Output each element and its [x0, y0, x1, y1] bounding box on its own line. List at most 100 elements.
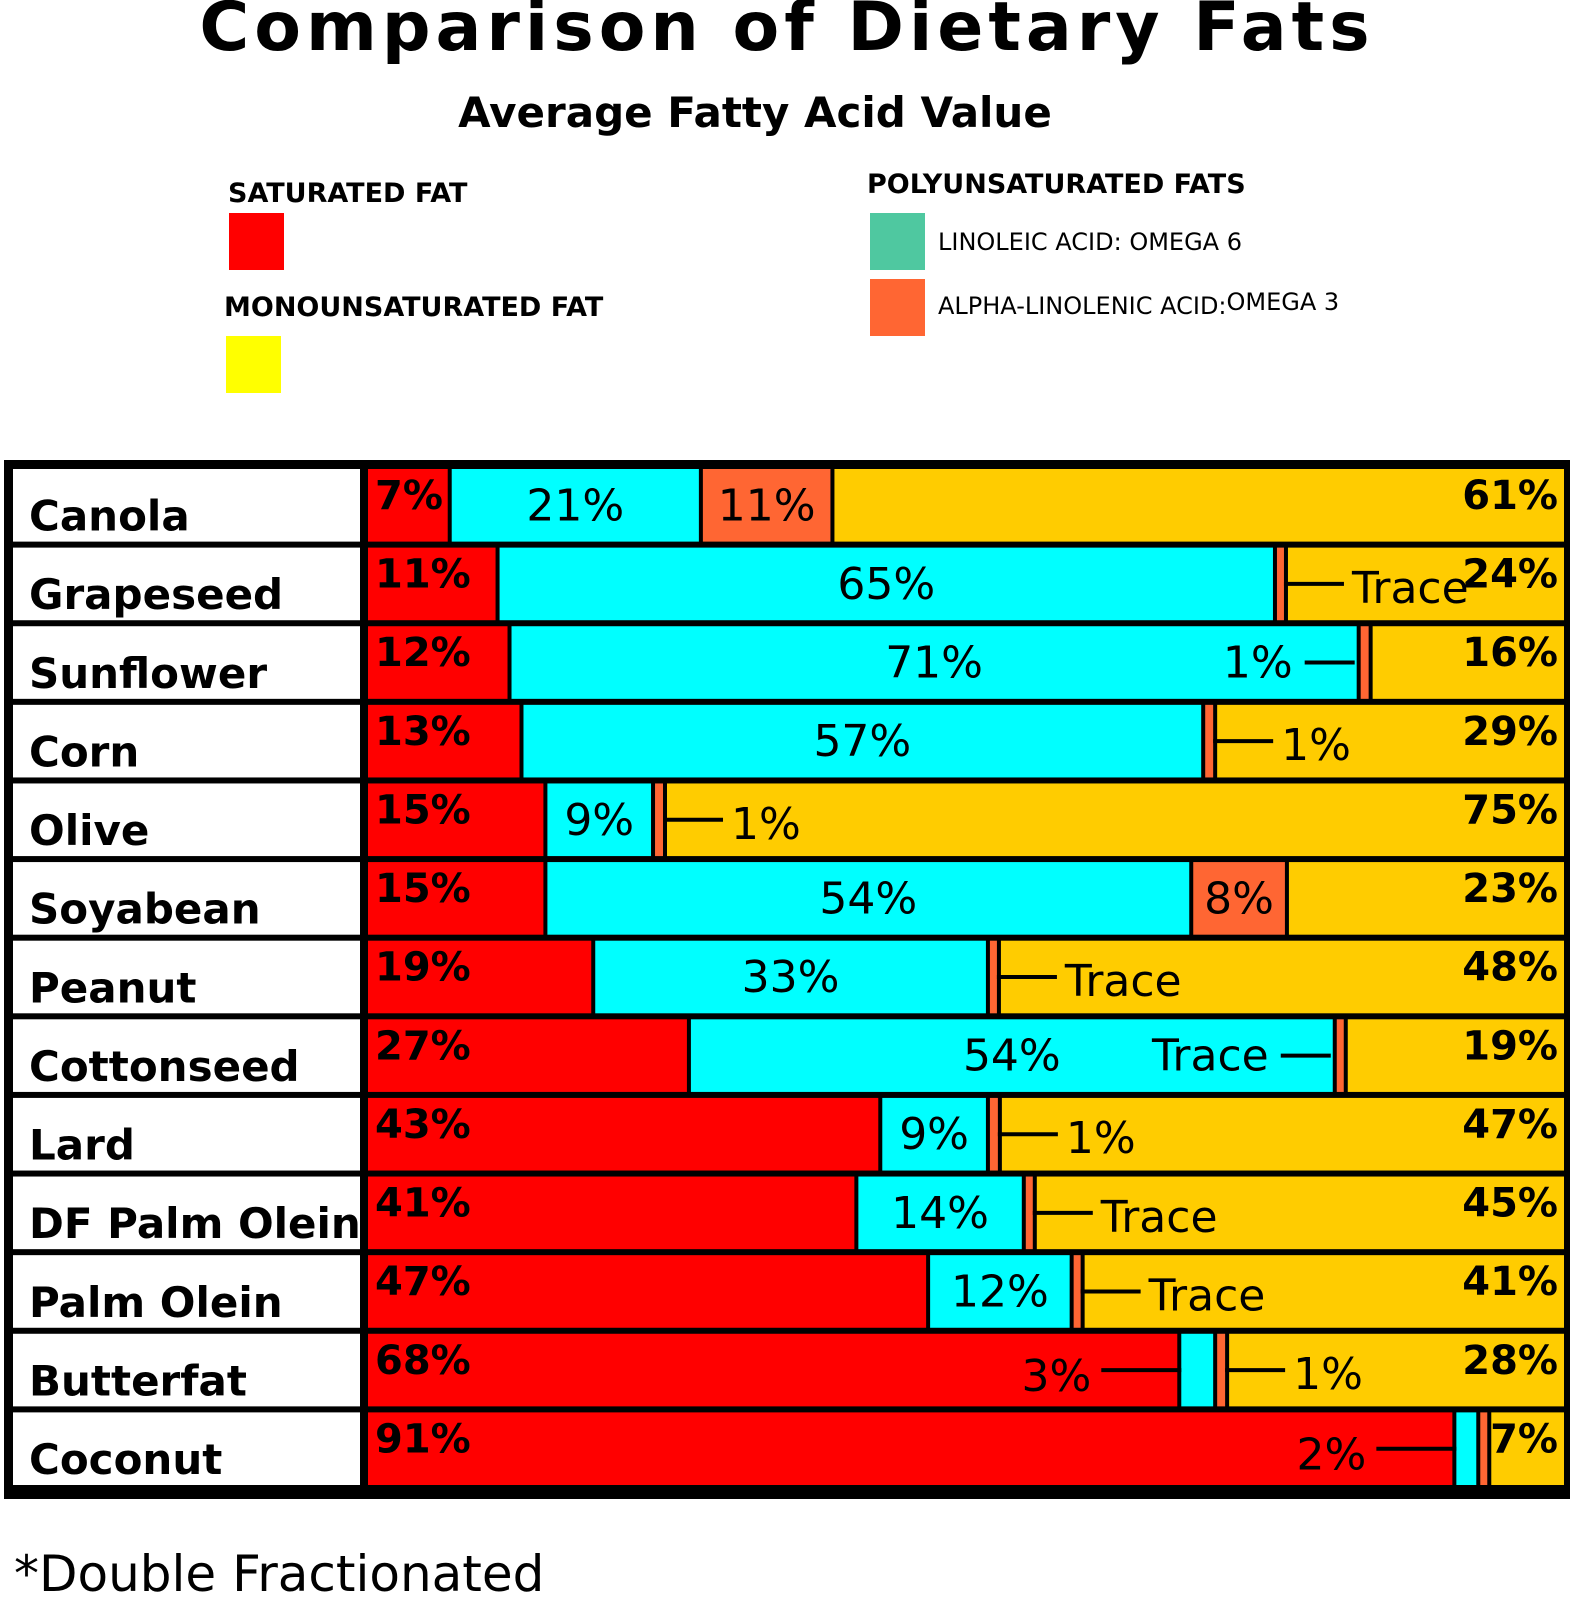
omega3-bar [1073, 1255, 1081, 1328]
mono-bar [1217, 704, 1564, 778]
chart-title: Comparison of Dietary Fats [199, 0, 1375, 67]
omega6-bar [1181, 1333, 1214, 1407]
omega6-bar [523, 704, 1202, 778]
mono-bar [1491, 1412, 1564, 1485]
category-label: Olive [29, 806, 149, 855]
category-label: Cottonseed [29, 1042, 300, 1091]
saturated-value-label: 15% [375, 787, 471, 833]
saturated-bar [368, 1255, 927, 1328]
mono-value-label: 48% [1462, 945, 1558, 991]
omega6-value-label: 21% [526, 480, 624, 531]
category-label: Corn [29, 727, 139, 776]
omega6-bar [547, 862, 1190, 935]
category-label: DF Palm Olein * [29, 1199, 397, 1248]
category-cell [13, 1255, 360, 1328]
omega6-value-label: 33% [742, 952, 840, 1003]
legend-omega3-swatch [870, 279, 925, 336]
saturated-bar [368, 626, 508, 699]
category-cell [13, 626, 360, 699]
omega6-value-label: 71% [885, 638, 983, 689]
saturated-bar [368, 783, 544, 857]
omega3-value-label: Trace [1151, 1031, 1269, 1082]
mono-value-label: 45% [1462, 1181, 1558, 1227]
saturated-value-label: 41% [375, 1181, 471, 1227]
saturated-bar [368, 1412, 1453, 1485]
footnote: *Double Fractionated [14, 1545, 545, 1603]
mono-bar [1036, 1176, 1564, 1250]
saturated-value-label: 27% [375, 1023, 471, 1069]
omega3-bar [1025, 1176, 1033, 1250]
stacked-bar-chart: Canola 7% 61% 21% 11% Grapeseed 11% 24% 65% Trace… [4, 460, 1570, 1499]
legend-mono-swatch [226, 336, 281, 393]
legend-omega3-label-b: OMEGA 3 [1226, 288, 1340, 316]
saturated-value-label: 11% [375, 552, 471, 598]
category-label: Canola [29, 492, 190, 541]
omega3-bar [655, 783, 663, 857]
omega6-value-label: 12% [951, 1266, 1049, 1317]
saturated-value-label: 15% [375, 866, 471, 912]
category-label: Lard [29, 1121, 135, 1170]
omega6-value-label: 54% [963, 1031, 1061, 1082]
category-label: Coconut [29, 1435, 222, 1484]
omega3-bar [1205, 704, 1214, 778]
omega3-bar [702, 469, 831, 542]
omega3-bar [1336, 1019, 1344, 1092]
omega6-value-label: 57% [813, 716, 911, 767]
saturated-bar [368, 547, 496, 621]
omega3-bar [1360, 626, 1369, 699]
saturated-value-label: 7% [375, 473, 443, 519]
omega6-bar [858, 1176, 1022, 1250]
omega6-value-label: 14% [891, 1188, 989, 1239]
legend-omega6-swatch [870, 213, 925, 270]
mono-value-label: 16% [1462, 630, 1558, 676]
legend-saturated-swatch [229, 213, 284, 270]
mono-value-label: 19% [1462, 1023, 1558, 1069]
omega6-bar [1456, 1412, 1477, 1485]
mono-value-label: 61% [1462, 473, 1558, 519]
mono-bar [1347, 1019, 1564, 1092]
mono-bar [1001, 1097, 1564, 1171]
category-cell [13, 862, 360, 935]
omega3-value-label: Trace [1351, 563, 1469, 614]
category-label: Sunflower [29, 649, 267, 698]
omega6-bar [595, 940, 986, 1014]
saturated-bar [368, 1333, 1178, 1407]
omega3-value-label: Trace [1148, 1270, 1266, 1321]
saturated-bar [368, 940, 592, 1014]
omega6-bar [547, 783, 652, 857]
omega3-bar [1276, 547, 1284, 621]
omega6-value-label: 9% [899, 1109, 969, 1160]
mono-value-label: 41% [1462, 1259, 1558, 1305]
omega6-value-label: 3% [1021, 1351, 1091, 1402]
saturated-value-label: 47% [375, 1259, 471, 1305]
mono-value-label: 29% [1462, 709, 1558, 755]
omega3-value-label: 11% [718, 480, 816, 531]
omega3-bar [989, 940, 997, 1014]
category-cell [13, 1412, 360, 1485]
category-cell [13, 469, 360, 542]
mono-bar [834, 469, 1564, 542]
omega3-value-label: 1% [1293, 1349, 1363, 1400]
saturated-value-label: 68% [375, 1338, 471, 1384]
category-cell [13, 940, 360, 1014]
saturated-value-label: 43% [375, 1102, 471, 1148]
saturated-value-label: 19% [375, 945, 471, 991]
category-cell [13, 1097, 360, 1171]
saturated-bar [368, 862, 544, 935]
category-cell [13, 1176, 360, 1250]
category-cell [13, 704, 360, 778]
category-label: Soyabean [29, 885, 261, 934]
legend-mono-label: MONOUNSATURATED FAT [224, 292, 604, 323]
mono-bar [1084, 1255, 1564, 1328]
omega3-value-label: Trace [1064, 956, 1182, 1007]
mono-value-label: 28% [1462, 1338, 1558, 1384]
category-cell [13, 1019, 360, 1092]
omega6-value-label: 2% [1297, 1430, 1367, 1481]
omega3-value-label: 1% [731, 799, 801, 850]
omega3-value-label: Trace [1100, 1192, 1218, 1243]
saturated-bar [368, 704, 520, 778]
chart-subtitle: Average Fatty Acid Value [458, 88, 1052, 137]
saturated-bar [368, 1019, 687, 1092]
mono-value-label: 7% [1490, 1416, 1558, 1462]
omega3-value-label: 1% [1223, 638, 1293, 689]
